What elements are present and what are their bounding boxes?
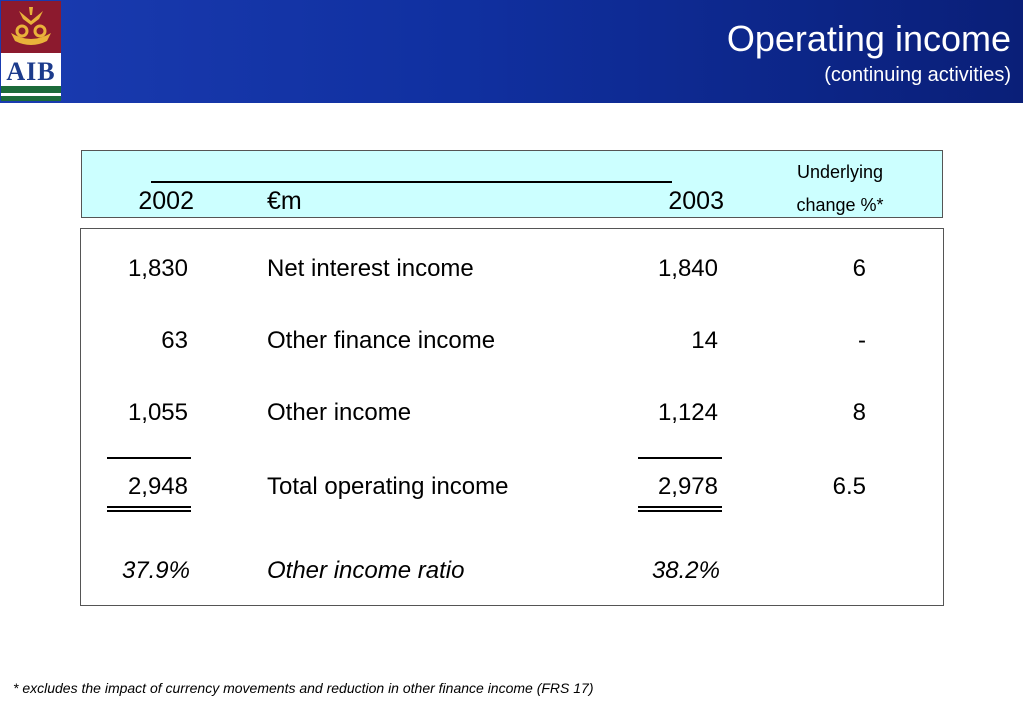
total-rule-prev-1 bbox=[107, 506, 191, 508]
table-cell-curr: 38.2% bbox=[651, 557, 720, 584]
table-body-box bbox=[80, 228, 944, 606]
table-cell-change: 6 bbox=[852, 255, 866, 282]
ark-emblem-icon bbox=[11, 7, 51, 45]
footnote: * excludes the impact of currency moveme… bbox=[13, 680, 594, 696]
table-cell-prev: 2,948 bbox=[127, 473, 188, 500]
col-year-prev: 2002 bbox=[138, 187, 194, 215]
header-rule bbox=[151, 181, 672, 183]
col-unit: €m bbox=[267, 187, 302, 215]
table-cell-label: Other income ratio bbox=[267, 557, 465, 584]
col-change-line2: change %* bbox=[796, 195, 884, 215]
col-year-curr: 2003 bbox=[668, 187, 724, 215]
table-cell-curr: 2,978 bbox=[657, 473, 718, 500]
subtotal-rule-prev bbox=[107, 457, 191, 459]
table-cell-label: Net interest income bbox=[267, 255, 474, 282]
subtotal-rule-curr bbox=[638, 457, 722, 459]
table-cell-prev: 63 bbox=[161, 327, 188, 354]
column-header-box bbox=[81, 150, 943, 218]
total-rule-curr-1 bbox=[638, 506, 722, 508]
table-cell-curr: 1,840 bbox=[657, 255, 718, 282]
table-cell-change: 6.5 bbox=[832, 473, 866, 500]
table-cell-prev: 37.9% bbox=[121, 557, 190, 584]
table-cell-change: - bbox=[858, 327, 866, 354]
logo-wordmark: AIB bbox=[6, 57, 56, 86]
col-change-line1: Underlying bbox=[796, 162, 884, 182]
table-cell-label: Other finance income bbox=[267, 327, 496, 354]
page-title: Operating income bbox=[726, 18, 1011, 59]
table-cell-curr: 14 bbox=[691, 327, 718, 354]
total-rule-curr-2 bbox=[638, 510, 722, 512]
page-subtitle: (continuing activities) bbox=[824, 64, 1011, 86]
table-cell-label: Total operating income bbox=[267, 473, 509, 500]
aib-logo: AIB bbox=[1, 1, 61, 101]
table-cell-prev: 1,830 bbox=[127, 255, 188, 282]
table-cell-prev: 1,055 bbox=[127, 399, 188, 426]
title-banner: AIB Operating income (continuing activit… bbox=[0, 0, 1023, 103]
table-cell-curr: 1,124 bbox=[657, 399, 718, 426]
total-rule-prev-2 bbox=[107, 510, 191, 512]
table-cell-change: 8 bbox=[852, 399, 866, 426]
table-cell-label: Other income bbox=[267, 399, 412, 426]
